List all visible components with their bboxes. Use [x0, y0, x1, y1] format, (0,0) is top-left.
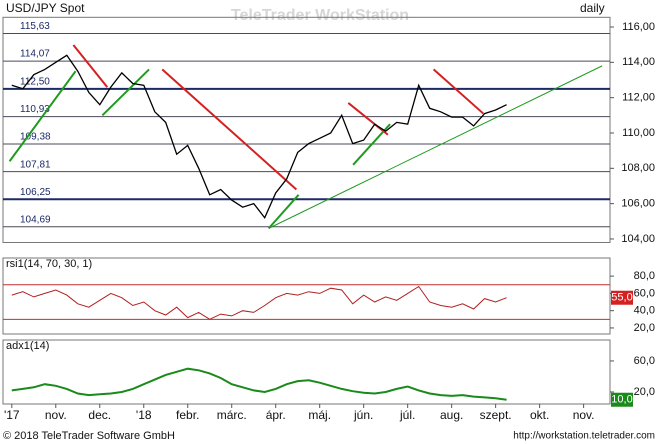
panel-frame — [2, 16, 611, 243]
y-tick-label: 110,00 — [622, 127, 655, 139]
panel-frame — [2, 257, 611, 335]
price-line — [11, 54, 507, 220]
trend-line — [72, 44, 109, 88]
last-value-label: 10,0 — [611, 394, 632, 406]
indicator-title: rsi1(14, 70, 30, 1) — [6, 258, 92, 270]
trend-line — [432, 68, 484, 115]
x-tick-label: aug. — [440, 408, 463, 422]
y-tick-label: 106,00 — [621, 198, 655, 210]
indicator-line — [11, 285, 507, 320]
y-tick-label: 20,0 — [634, 386, 655, 398]
x-tick-label: nov. — [45, 408, 67, 422]
y-tick-label: 60,0 — [634, 287, 655, 299]
chart-subtitle: daily — [580, 1, 605, 15]
level-label: 110,93 — [20, 104, 50, 115]
level-label: 112,50 — [20, 76, 50, 87]
x-tick-label: ápr. — [266, 408, 286, 422]
trend-line — [101, 68, 150, 117]
chart-title: USD/JPY Spot — [6, 1, 85, 15]
trend-line — [347, 102, 389, 136]
y-tick-label: 104,00 — [621, 233, 655, 245]
indicator-line — [11, 367, 507, 401]
level-label: 104,69 — [20, 214, 51, 225]
x-tick-label: okt. — [530, 408, 549, 422]
y-tick-label: 114,00 — [622, 56, 655, 68]
trend-line — [352, 123, 391, 166]
x-tick-label: szept. — [480, 408, 512, 422]
level-label: 114,07 — [20, 49, 50, 60]
level-label: 109,38 — [20, 132, 51, 143]
url: http://workstation.teletrader.com — [513, 431, 655, 442]
copyright: © 2018 TeleTrader Software GmbH — [3, 430, 175, 442]
y-tick-label: 60,0 — [634, 355, 655, 367]
trend-line — [267, 194, 300, 230]
y-tick-label: 116,00 — [622, 21, 655, 33]
x-tick-label: dec. — [88, 408, 111, 422]
x-tick-label: '17 — [4, 408, 20, 422]
last-value-box — [611, 290, 633, 305]
last-value-label: 55,0 — [611, 292, 632, 304]
trend-line — [161, 68, 298, 191]
y-tick-label: 80,0 — [634, 270, 655, 282]
y-tick-label: 40,0 — [634, 305, 655, 317]
x-tick-label: nov. — [573, 408, 595, 422]
y-tick-label: 112,00 — [622, 92, 655, 104]
panel-frame — [2, 339, 611, 405]
x-tick-label: júl. — [399, 408, 415, 422]
level-label: 115,63 — [20, 21, 50, 32]
level-label: 106,25 — [20, 187, 51, 198]
y-tick-label: 108,00 — [621, 162, 655, 174]
indicator-title: adx1(14) — [6, 340, 49, 352]
watermark: TeleTrader WorkStation — [231, 7, 409, 24]
x-tick-label: jún. — [353, 408, 373, 422]
trend-line — [8, 70, 77, 162]
level-label: 107,81 — [20, 159, 51, 170]
x-tick-label: '18 — [136, 408, 152, 422]
x-tick-label: márc. — [217, 408, 247, 422]
last-value-box — [611, 392, 633, 407]
trend-line — [268, 65, 603, 229]
y-tick-label: 20,0 — [634, 322, 655, 334]
x-tick-label: máj. — [308, 408, 331, 422]
x-tick-label: febr. — [176, 408, 199, 422]
